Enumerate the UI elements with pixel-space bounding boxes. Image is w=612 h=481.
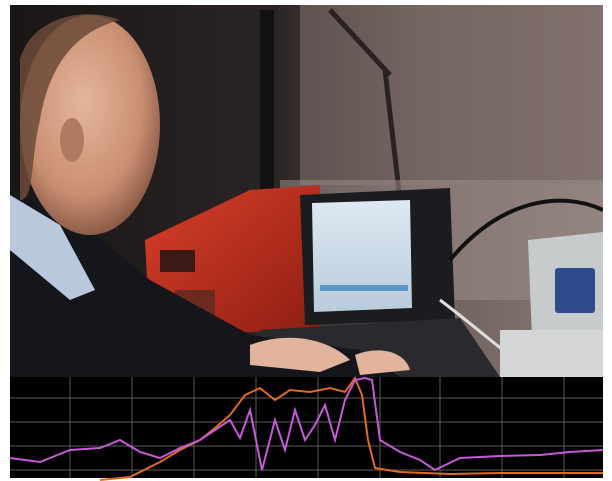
shirt-collar xyxy=(10,195,95,300)
ear xyxy=(60,118,84,162)
device-display xyxy=(555,268,595,313)
grid xyxy=(10,377,603,478)
hand xyxy=(355,350,410,375)
strip-background xyxy=(10,377,603,478)
hand xyxy=(250,337,350,372)
hair xyxy=(20,14,120,200)
waveform-strip xyxy=(9,375,604,481)
cable xyxy=(448,198,603,262)
back-wall xyxy=(300,5,603,185)
device-base xyxy=(500,330,603,377)
suit xyxy=(10,190,400,377)
magenta-trace xyxy=(9,376,604,472)
lamp-arm xyxy=(382,69,403,201)
screen-bar xyxy=(320,285,408,291)
tablet-screen xyxy=(312,200,412,312)
photo xyxy=(10,5,603,377)
lamp-arm xyxy=(328,8,392,77)
instrument-panel xyxy=(160,250,195,272)
